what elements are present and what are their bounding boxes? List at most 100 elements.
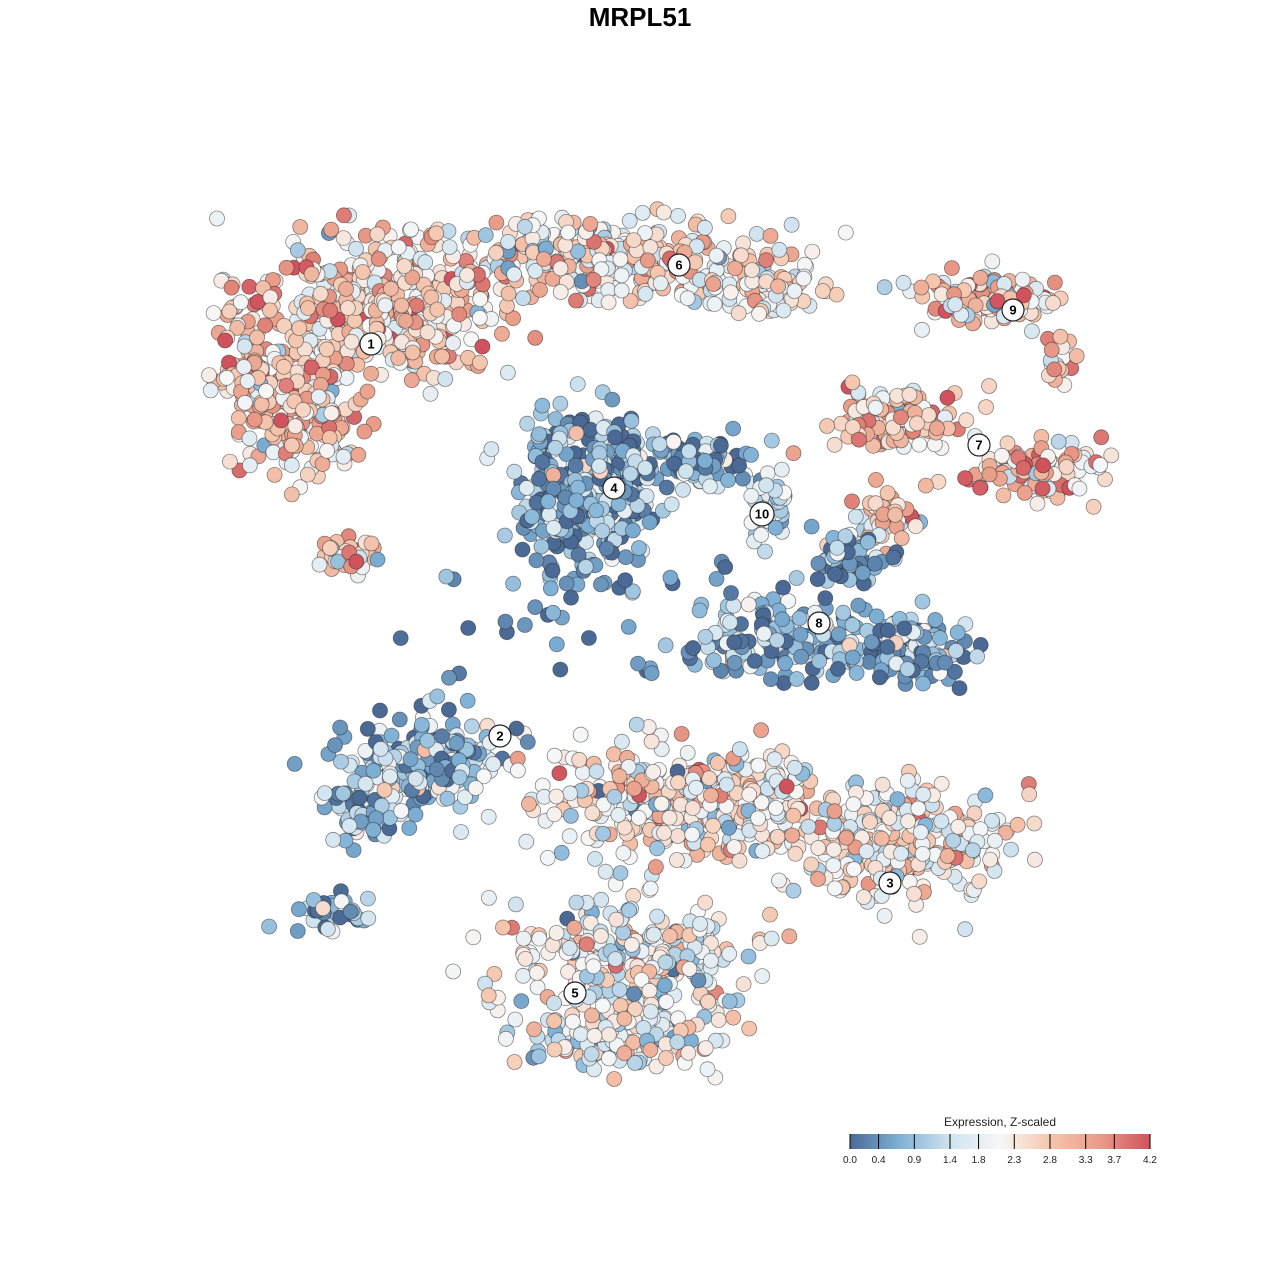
cell-point [803,856,820,873]
cell-point [688,779,704,796]
cell-point [534,397,551,414]
cell-point [303,266,320,282]
cell-point [299,466,316,483]
cell-point [546,1013,562,1029]
cell-point [261,918,278,935]
cell-point [933,813,950,830]
cell-point [546,806,563,823]
cell-point [403,221,419,238]
cell-point [1029,495,1046,512]
legend-tick-label: 1.4 [943,1155,957,1166]
cell-point [249,329,265,346]
cell-point [621,902,637,919]
cell-point [1050,433,1067,450]
cell-point [844,617,861,633]
cell-point [1043,341,1060,358]
cell-point [515,967,532,984]
cell-point [393,803,410,819]
cell-point [851,431,867,448]
cell-point [663,496,680,513]
cell-point [743,446,759,463]
cell-point [369,551,386,568]
cell-point [563,589,579,606]
cell-point [372,741,389,757]
cell-point [527,329,544,346]
cell-point [741,786,758,803]
cell-point [552,661,569,678]
cell-point [548,925,565,941]
cluster-label-6: 6 [667,253,691,277]
cell-point [735,470,751,487]
cell-point [547,439,564,456]
cell-point [569,376,586,393]
cell-point [817,590,834,606]
cell-point [751,305,767,322]
cell-point [530,1048,547,1065]
cell-point [697,1040,714,1056]
cell-point [862,814,878,830]
cell-point [950,819,967,835]
cell-point [524,509,540,525]
cell-point [792,626,809,643]
cell-point [697,452,713,469]
cell-point [221,453,238,470]
cell-point [927,612,944,628]
cell-point [292,219,309,235]
cell-point [649,908,665,925]
cell-point [653,795,670,812]
cell-point [784,827,801,844]
cell-point [750,757,767,774]
cell-point [613,282,630,299]
cell-point [648,859,664,875]
cell-point [568,292,584,309]
cell-point [1009,816,1026,833]
cell-point [787,845,804,862]
cell-point [756,625,772,642]
cell-point [957,470,973,487]
cell-point [630,655,646,672]
cell-point [620,619,637,635]
cell-point [585,271,602,288]
cell-point [229,319,246,336]
cell-point [257,317,274,334]
cell-point [753,794,770,811]
cell-point [637,460,654,477]
cell-point [429,301,446,318]
cell-point [465,929,482,946]
cell-point [769,829,786,845]
cell-point [642,1042,659,1058]
cell-point [753,722,769,739]
cell-point [847,508,864,525]
cell-point [546,1041,563,1058]
cell-point [286,756,303,772]
cell-point [390,350,407,367]
cell-point [290,901,307,918]
cell-point [803,675,820,691]
cell-point [885,549,902,566]
cell-point [871,669,888,686]
cell-point [658,994,675,1010]
cell-point [356,423,373,440]
cluster-label-text: 4 [610,481,618,496]
cell-point [964,842,981,859]
cell-point [445,335,462,352]
cell-point [586,1027,603,1044]
cell-point [786,283,803,299]
cell-point [459,692,476,709]
cell-point [392,630,409,646]
cell-point [939,848,956,864]
cell-point [754,843,771,859]
cluster-label-text: 2 [496,729,503,744]
cell-point [441,669,457,686]
cluster-label-text: 10 [755,507,769,522]
cell-point [561,828,578,845]
cell-point [740,596,757,613]
cell-point [241,278,258,295]
cell-point [651,436,668,453]
cell-point [625,522,641,539]
cell-point [705,652,722,669]
cell-point [1046,361,1063,378]
cell-point [539,850,556,866]
cell-point [474,338,491,355]
cell-point [506,463,523,480]
